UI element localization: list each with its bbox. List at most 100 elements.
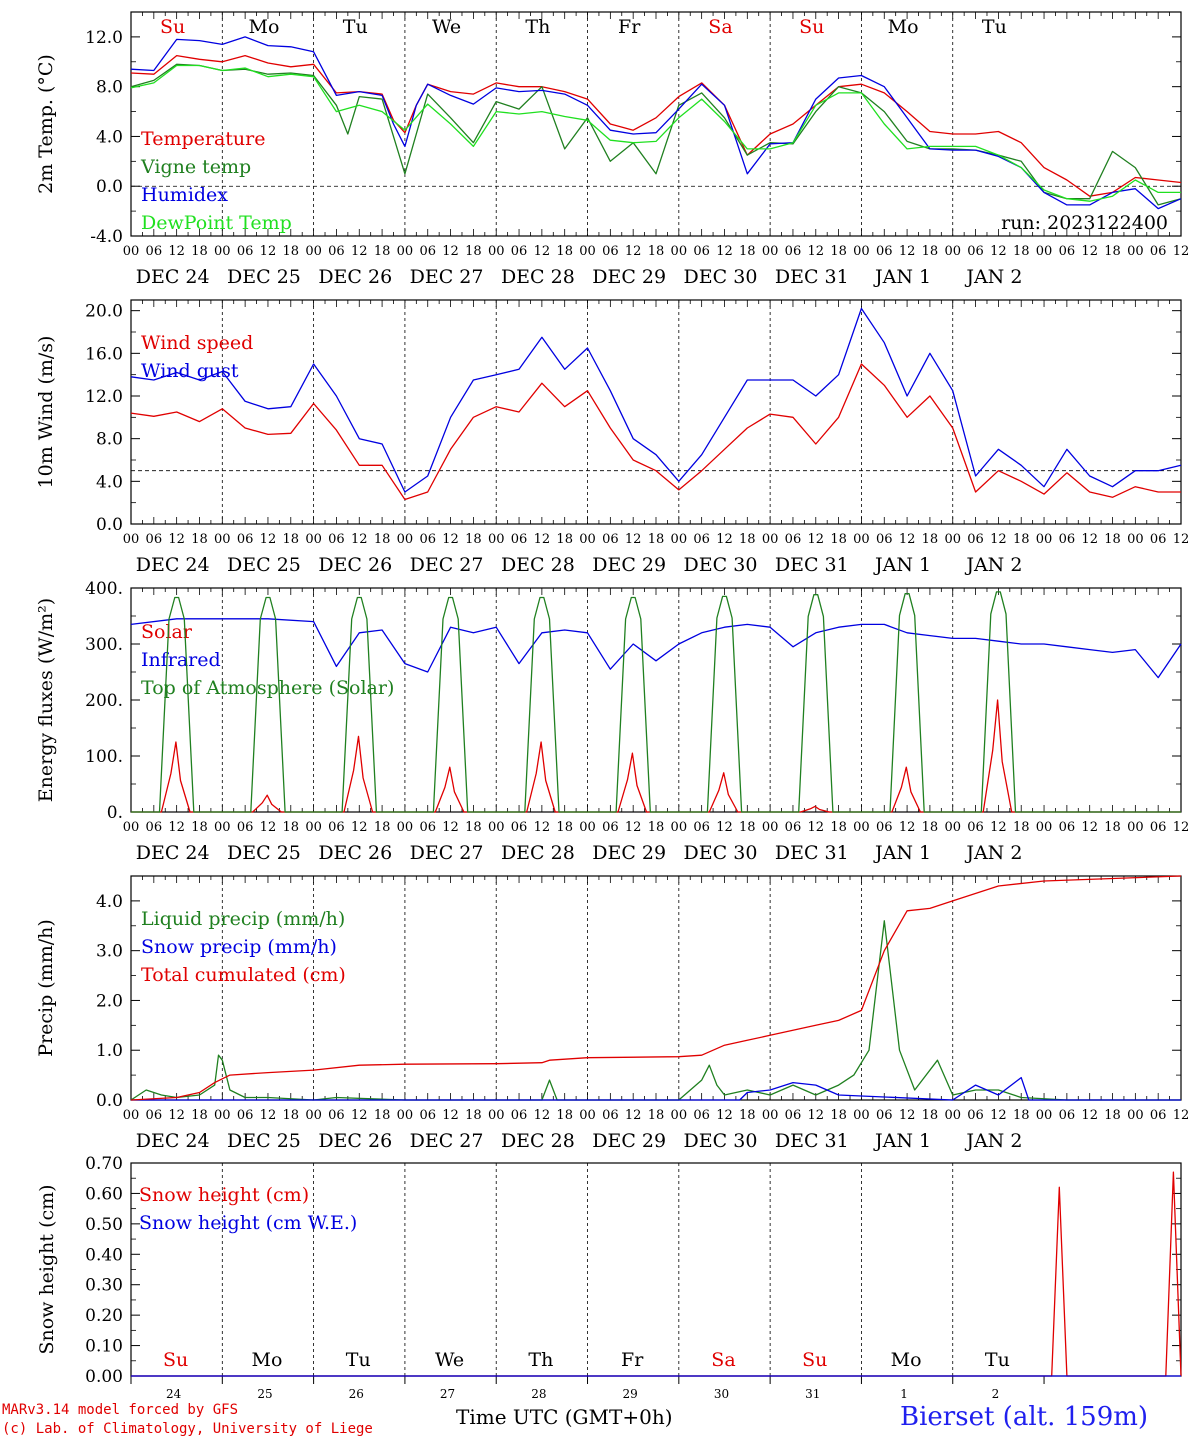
- x-hour-label: 18: [922, 532, 939, 547]
- x-hour-label: 06: [693, 244, 710, 259]
- x-hour-label: 06: [967, 820, 984, 835]
- x-date-label: DEC 24: [136, 842, 210, 864]
- x-hour-label: 12: [1081, 532, 1098, 547]
- x-hour-label: 06: [146, 532, 163, 547]
- x-hour-label: 06: [328, 1108, 345, 1123]
- x-hour-label: 00: [853, 532, 870, 547]
- x-date-label: JAN 2: [964, 842, 1022, 864]
- x-date-label: JAN 2: [964, 1130, 1022, 1152]
- x-hour-label: 00: [762, 532, 779, 547]
- x-hour-label: 06: [146, 1108, 163, 1123]
- x-hour-label: 18: [191, 820, 208, 835]
- weekday-label: We: [435, 1349, 464, 1371]
- day-number-label: 2: [992, 1387, 1000, 1401]
- legend-entry: Vigne temp: [140, 156, 251, 178]
- x-hour-label: 00: [488, 244, 505, 259]
- x-hour-label: 00: [397, 244, 414, 259]
- panel-1: -4.0 0.0 4.0 8.0 12.0 2m Temp. (°C) 00 06 12 18 00…: [35, 11, 1189, 288]
- y-tick-label: 0.60: [85, 1184, 123, 1204]
- weekday-label: Tu: [982, 16, 1007, 38]
- series-line-vigne-temp: [130, 63, 1182, 206]
- x-date-label: DEC 26: [318, 266, 392, 288]
- x-date-label: DEC 27: [410, 266, 484, 288]
- weekday-label: Tu: [343, 16, 368, 38]
- x-hour-label: 06: [876, 1108, 893, 1123]
- y-tick-label: 20.0: [85, 302, 123, 322]
- x-hour-label: 00: [1127, 532, 1144, 547]
- x-hour-label: 18: [739, 244, 756, 259]
- x-hour-label: 06: [511, 532, 528, 547]
- y-tick-label: 200.: [85, 691, 123, 711]
- x-hour-label: 12: [899, 1108, 916, 1123]
- x-hour-label: 18: [556, 1108, 573, 1123]
- x-hour-label: 12: [625, 244, 642, 259]
- x-hour-label: 06: [1150, 1108, 1167, 1123]
- x-hour-label: 00: [123, 244, 140, 259]
- x-hour-label: 18: [830, 1108, 847, 1123]
- x-hour-label: 18: [1013, 1108, 1030, 1123]
- x-hour-label: 12: [625, 532, 642, 547]
- x-hour-label: 18: [1104, 244, 1121, 259]
- x-hour-label: 00: [305, 532, 322, 547]
- y-tick-label: 8.0: [96, 78, 123, 98]
- x-axis-title: Time UTC (GMT+0h): [456, 1405, 673, 1429]
- x-date-label: JAN 2: [964, 554, 1022, 576]
- plot-frame: [130, 587, 1182, 813]
- x-hour-label: 00: [1127, 820, 1144, 835]
- x-hour-label: 12: [168, 532, 185, 547]
- x-date-label: JAN 1: [873, 266, 931, 288]
- x-hour-label: 12: [260, 244, 277, 259]
- series-line-total-cumulated-cm: [130, 875, 1182, 1101]
- x-hour-label: 12: [1173, 820, 1190, 835]
- y-tick-label: 0.0: [96, 177, 123, 197]
- y-tick-label: 0.: [107, 803, 123, 823]
- x-hour-label: 06: [146, 244, 163, 259]
- station-name: Bierset (alt. 159m): [900, 1402, 1149, 1432]
- x-hour-label: 12: [716, 820, 733, 835]
- x-hour-label: 18: [556, 244, 573, 259]
- y-tick-label: 12.0: [85, 28, 123, 48]
- x-hour-label: 06: [967, 532, 984, 547]
- y-tick-label: 8.0: [96, 430, 123, 450]
- y-tick-label: 100.: [85, 747, 123, 767]
- x-hour-label: 06: [785, 1108, 802, 1123]
- series-line-dewpoint-temp: [130, 64, 1181, 202]
- x-hour-label: 18: [1104, 820, 1121, 835]
- x-hour-label: 12: [260, 532, 277, 547]
- day-number-label: 27: [440, 1387, 455, 1401]
- x-hour-label: 18: [191, 532, 208, 547]
- x-hour-label: 12: [534, 532, 551, 547]
- weekday-label: Su: [799, 16, 824, 38]
- x-hour-label: 00: [853, 244, 870, 259]
- x-hour-label: 18: [465, 820, 482, 835]
- x-hour-label: 06: [328, 244, 345, 259]
- x-hour-label: 00: [123, 1108, 140, 1123]
- x-date-label: DEC 30: [684, 842, 758, 864]
- x-hour-label: 18: [739, 820, 756, 835]
- x-hour-label: 12: [990, 244, 1007, 259]
- x-hour-label: 06: [876, 532, 893, 547]
- x-hour-label: 00: [1036, 532, 1053, 547]
- x-hour-label: 18: [283, 1108, 300, 1123]
- series-line-solar: [131, 699, 1181, 813]
- legend-entry: Humidex: [141, 184, 228, 206]
- y-tick-label: 300.: [85, 635, 123, 655]
- x-date-label: DEC 25: [227, 266, 301, 288]
- x-hour-label: 18: [1013, 820, 1030, 835]
- weekday-label: Su: [160, 16, 185, 38]
- x-date-label: DEC 24: [136, 266, 210, 288]
- x-hour-label: 00: [579, 1108, 596, 1123]
- x-date-label: DEC 28: [501, 266, 575, 288]
- x-hour-label: 06: [693, 820, 710, 835]
- x-hour-label: 18: [922, 1108, 939, 1123]
- run-annotation: run: 2023122400: [1001, 212, 1168, 234]
- y-tick-label: 0.0: [96, 515, 123, 535]
- legend-entry: Liquid precip (mm/h): [141, 908, 345, 930]
- x-date-label: DEC 31: [775, 266, 849, 288]
- x-date-label: DEC 29: [592, 554, 666, 576]
- weekday-label: Mo: [888, 16, 919, 38]
- weekday-label: Su: [163, 1349, 188, 1371]
- y-tick-label: 400.: [85, 579, 123, 599]
- x-hour-label: 06: [419, 532, 436, 547]
- x-hour-label: 06: [1059, 244, 1076, 259]
